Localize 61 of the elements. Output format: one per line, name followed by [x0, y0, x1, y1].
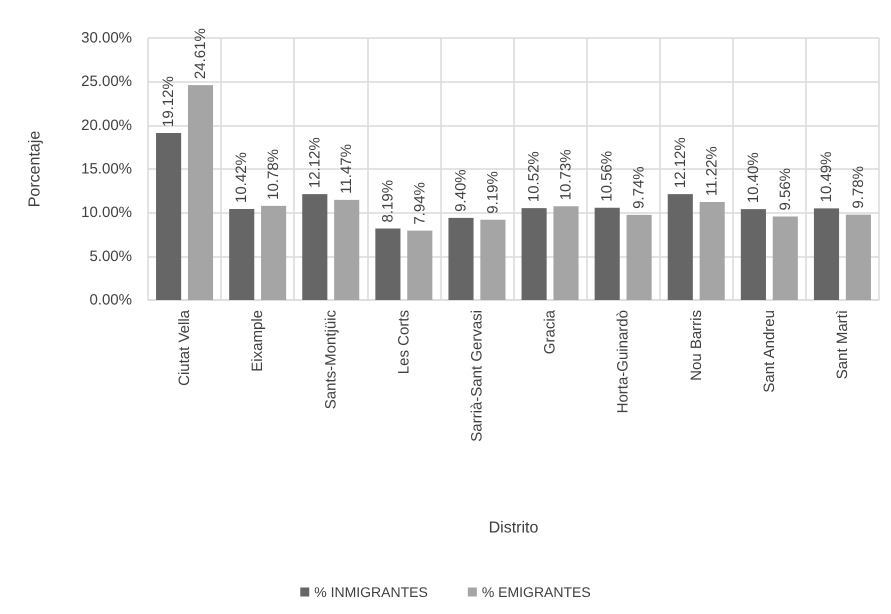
data-label: 10.78% [265, 148, 282, 200]
y-tick-label: 15.00% [81, 160, 132, 178]
bar [522, 208, 547, 300]
y-tick-label: 20.00% [81, 116, 132, 134]
bar [334, 200, 360, 300]
bar [261, 206, 286, 300]
legend-label: % EMIGRANTES [482, 584, 591, 600]
data-label: 10.49% [818, 152, 835, 202]
data-label: 9.56% [776, 168, 794, 211]
y-tick-label: 0.00% [89, 292, 132, 308]
x-tick-label: Nou Barris [688, 310, 705, 381]
data-label: 10.56% [598, 150, 616, 202]
data-label: 10.40% [744, 152, 762, 204]
bar [594, 208, 620, 300]
x-tick-label: Eixample [249, 310, 266, 372]
y-tick-label: 30.00% [81, 30, 132, 46]
y-axis-title: Porcentaje [26, 130, 44, 208]
bar [846, 214, 871, 300]
x-tick-label: Gracia [542, 309, 559, 354]
x-tick-label: Horta-Guinardò [614, 310, 632, 414]
bar [407, 230, 432, 300]
bar [700, 202, 725, 300]
bar [448, 218, 474, 300]
data-label: 11.47% [338, 144, 356, 194]
bar [156, 133, 182, 300]
data-label: 24.61% [192, 28, 209, 80]
data-label: 7.94% [411, 182, 428, 225]
bar [188, 85, 214, 300]
bar [626, 214, 652, 300]
bar [553, 206, 579, 300]
data-label: 12.12% [306, 137, 324, 188]
data-label: 9.19% [484, 171, 502, 214]
data-label: 10.52% [526, 151, 543, 202]
y-tick-label: 25.00% [81, 73, 132, 90]
data-label: 12.12% [672, 137, 689, 188]
data-label: 11.22% [704, 146, 721, 196]
x-axis-title: Distrito [488, 520, 538, 536]
x-tick-label: Sants-Montjüic [322, 310, 340, 410]
x-tick-label: Ciutat Vella [176, 309, 194, 386]
data-label: 8.19% [379, 180, 396, 222]
data-label: 9.78% [850, 166, 867, 209]
data-label: 9.40% [452, 169, 470, 212]
data-label: 10.42% [233, 152, 250, 203]
bar [772, 216, 798, 300]
bar [814, 208, 840, 300]
x-tick-label: Les Corts [395, 310, 412, 374]
data-label: 10.73% [558, 149, 574, 200]
bar [302, 194, 328, 300]
bar [668, 194, 693, 300]
bar [740, 209, 766, 300]
bar [480, 220, 506, 300]
y-tick-label: 5.00% [89, 248, 132, 265]
data-label: 9.74% [630, 166, 648, 209]
bar [375, 228, 400, 300]
x-tick-label: Sant Andreu [760, 310, 778, 393]
bar [229, 209, 254, 300]
legend-label: % INMIGRANTES [314, 584, 428, 600]
y-tick-label: 10.00% [81, 204, 132, 222]
x-tick-label: Sant Martì [834, 310, 851, 380]
x-tick-label: Sarrià-Sant Gervasi [468, 310, 486, 442]
data-label: 19.12% [160, 76, 178, 128]
